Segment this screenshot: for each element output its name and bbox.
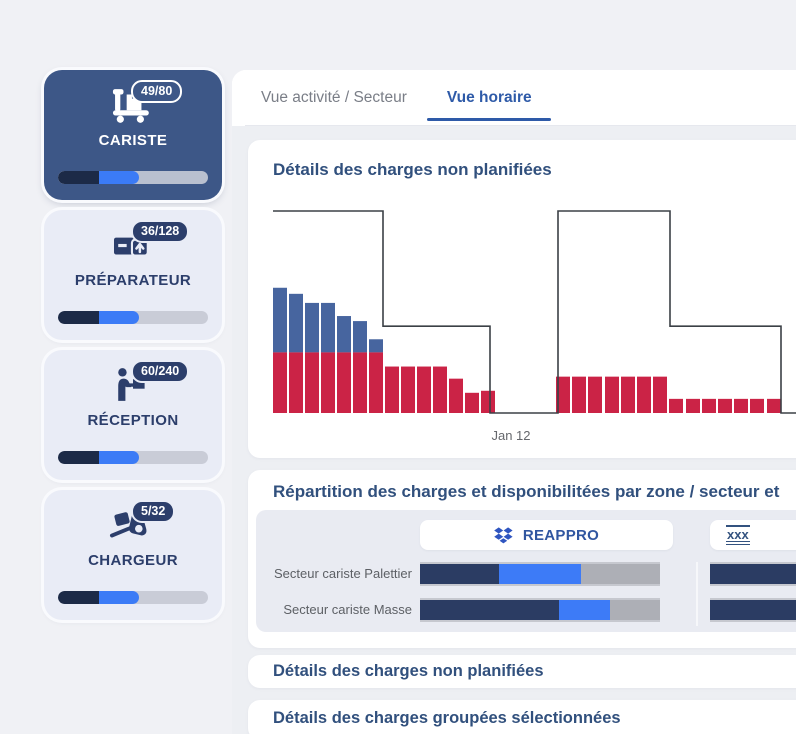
role-label: CHARGEUR xyxy=(88,552,178,569)
main-panel: Vue activité / Secteur Vue horaire Détai… xyxy=(232,70,796,734)
bar-blue-segment xyxy=(499,564,581,584)
xxx-strikethrough-icon: xxx xyxy=(726,524,750,546)
count-badge: 49/80 xyxy=(131,80,183,103)
progress-bar xyxy=(58,311,208,324)
progress-bar xyxy=(58,591,208,604)
row-label-masse: Secteur cariste Masse xyxy=(283,602,412,617)
repartition-card: Répartition des charges et disponibilité… xyxy=(248,470,796,648)
progress-done-segment xyxy=(58,451,105,464)
tab-divider xyxy=(245,125,796,126)
grouped-loads-section-header[interactable]: Détails des charges groupées sélectionné… xyxy=(248,700,796,734)
bar-blue-segment xyxy=(559,600,610,620)
sidebar-card-reception[interactable]: 60/240 RÉCEPTION xyxy=(44,350,222,480)
person-box-icon: 60/240 xyxy=(109,360,190,404)
bar-navy-segment xyxy=(710,564,796,584)
section-title: Détails des charges non planifiées xyxy=(273,662,544,680)
progress-active-segment xyxy=(98,311,139,324)
tab-vue-horaire[interactable]: Vue horaire xyxy=(427,70,552,126)
bar-navy-segment xyxy=(420,600,560,620)
count-badge: 60/240 xyxy=(131,360,190,383)
unplanned-loads-chart-card: Détails des charges non planifiées Jan 1… xyxy=(248,140,796,458)
tab-bar: Vue activité / Secteur Vue horaire xyxy=(232,70,796,126)
tab-label: Vue horaire xyxy=(446,89,532,106)
role-label: CARISTE xyxy=(98,132,168,149)
column-header-second-zone[interactable]: xxx xyxy=(710,520,796,550)
content-area: Détails des charges non planifiées Jan 1… xyxy=(232,126,796,734)
progress-done-segment xyxy=(58,311,105,324)
tab-vue-activite-secteur[interactable]: Vue activité / Secteur xyxy=(261,70,407,126)
box-arrow-up-icon: 36/128 xyxy=(109,220,190,264)
progress-bar xyxy=(58,451,208,464)
column-header-reappro[interactable]: REAPPRO xyxy=(420,520,673,550)
sidebar-card-cariste[interactable]: 49/80 CARISTE xyxy=(44,70,222,200)
column-header-label: REAPPRO xyxy=(522,526,600,544)
bar-navy-segment xyxy=(710,600,796,620)
section-title: Détails des charges non planifiées xyxy=(273,160,552,179)
unplanned-chart-canvas xyxy=(273,210,796,414)
column-divider xyxy=(696,562,698,626)
unplanned-details-section-header[interactable]: Détails des charges non planifiées xyxy=(248,655,796,688)
progress-active-segment xyxy=(98,591,139,604)
sidebar-card-chargeur[interactable]: 5/32 CHARGEUR xyxy=(44,490,222,620)
pallet-truck-icon: 49/80 xyxy=(109,80,183,124)
palettier-reappro-bar xyxy=(420,562,660,586)
progress-done-segment xyxy=(58,591,105,604)
hand-truck-icon: 5/32 xyxy=(109,500,176,544)
x-axis-tick-label: Jan 12 xyxy=(491,428,531,443)
sidebar-card-preparateur[interactable]: 36/128 PRÉPARATEUR xyxy=(44,210,222,340)
progress-active-segment xyxy=(98,171,139,184)
tab-label: Vue activité / Secteur xyxy=(261,89,407,106)
progress-done-segment xyxy=(58,171,105,184)
count-badge: 5/32 xyxy=(131,500,176,523)
masse-reappro-bar xyxy=(420,598,660,622)
role-label: RÉCEPTION xyxy=(87,412,179,429)
repartition-table: REAPPRO xxx Secteur cariste Palettier xyxy=(256,510,796,632)
bar-navy-segment xyxy=(420,564,500,584)
row-label-palettier: Secteur cariste Palettier xyxy=(273,566,412,581)
progress-bar xyxy=(58,171,208,184)
role-label: PRÉPARATEUR xyxy=(74,272,192,289)
tab-active-underline xyxy=(427,117,552,121)
count-badge: 36/128 xyxy=(131,220,190,243)
progress-active-segment xyxy=(98,451,139,464)
dropbox-icon xyxy=(494,526,513,544)
masse-second-zone-bar xyxy=(710,598,796,622)
section-title: Répartition des charges et disponibilité… xyxy=(273,482,780,501)
palettier-second-zone-bar xyxy=(710,562,796,586)
section-title: Détails des charges groupées sélectionné… xyxy=(273,709,621,727)
